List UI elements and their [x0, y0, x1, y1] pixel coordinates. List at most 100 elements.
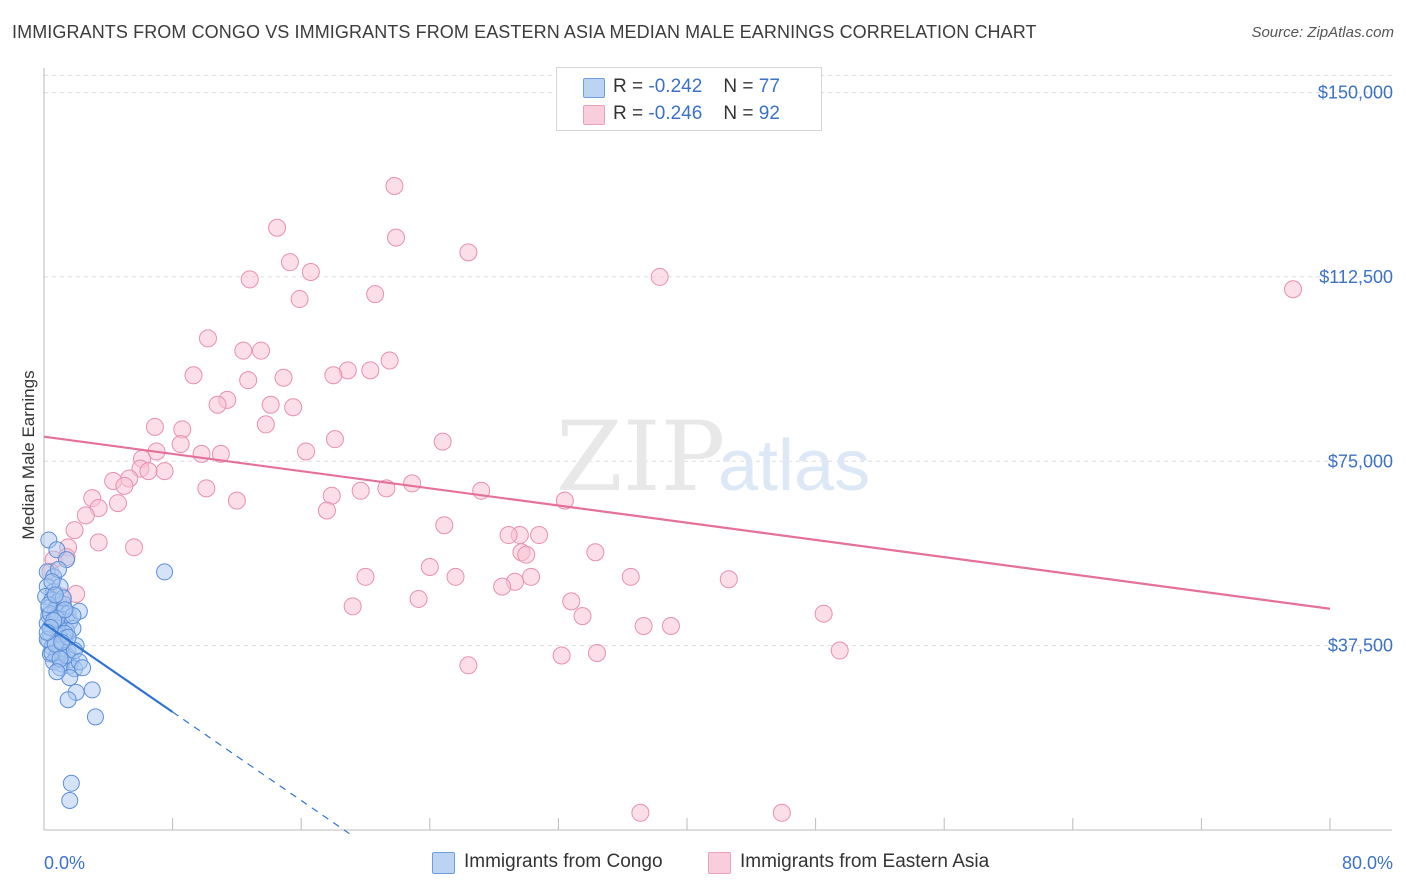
- asia-point: [522, 567, 541, 586]
- asia-point: [280, 253, 299, 272]
- asia-point: [830, 641, 849, 660]
- asia-point: [380, 351, 399, 370]
- y-axis-label: Median Male Earnings: [19, 370, 38, 539]
- asia-point: [409, 589, 428, 608]
- asia-point: [274, 368, 293, 387]
- chart-title: IMMIGRANTS FROM CONGO VS IMMIGRANTS FROM…: [12, 22, 1037, 42]
- congo-point: [74, 659, 92, 677]
- asia-point: [171, 435, 190, 454]
- asia-point: [493, 577, 512, 596]
- trend-lines: [43, 435, 1331, 835]
- congo-point: [56, 601, 74, 619]
- asia-point: [420, 557, 439, 576]
- asia-point: [517, 545, 536, 564]
- asia-point: [361, 361, 380, 380]
- x-tick-label-start: 0.0%: [44, 853, 85, 873]
- watermark-atlas: atlas: [718, 426, 870, 506]
- congo-trend-line: [43, 622, 174, 713]
- asia-r-value: -0.246: [648, 103, 703, 124]
- y-tick-label: $112,500: [1319, 267, 1393, 287]
- asia-point: [234, 341, 253, 360]
- asia-point: [324, 366, 343, 385]
- asia-point: [155, 462, 174, 481]
- asia-point: [211, 444, 230, 463]
- asia-point: [387, 228, 406, 247]
- asia-point: [634, 616, 653, 635]
- asia-point: [459, 656, 478, 675]
- congo-point: [156, 563, 174, 581]
- congo-point: [83, 681, 101, 699]
- n-label: N =: [723, 76, 754, 97]
- asia-point: [433, 432, 452, 451]
- r-label: R =: [613, 76, 644, 97]
- asia-legend-swatch: [708, 852, 731, 874]
- asia-point: [403, 474, 422, 493]
- asia-point: [459, 243, 478, 262]
- r-label: R =: [613, 103, 644, 124]
- asia-point: [446, 567, 465, 586]
- asia-legend-label: Immigrants from Eastern Asia: [740, 851, 990, 872]
- asia-point: [290, 290, 309, 309]
- asia-point: [587, 644, 606, 663]
- asia-point: [301, 263, 320, 282]
- congo-legend-swatch: [432, 852, 455, 874]
- congo-n-value: 77: [758, 76, 780, 97]
- asia-point: [89, 533, 108, 552]
- asia-point: [385, 176, 404, 195]
- watermark-zip: ZIP: [556, 401, 725, 513]
- n-label: N =: [723, 103, 754, 124]
- asia-point: [356, 567, 375, 586]
- asia-point: [814, 604, 833, 623]
- congo-trend-extension: [172, 711, 350, 835]
- axes: [43, 68, 1392, 831]
- congo-point: [86, 708, 104, 726]
- asia-point: [586, 543, 605, 562]
- congo-point: [62, 774, 80, 792]
- asia-point: [125, 538, 144, 557]
- asia-point: [65, 521, 84, 540]
- asia-point: [145, 417, 164, 436]
- gridlines: [44, 74, 1392, 647]
- y-tick-label: $75,000: [1328, 451, 1393, 471]
- asia-point: [297, 442, 316, 461]
- asia-point: [252, 341, 271, 360]
- asia-point: [499, 526, 518, 545]
- asia-point: [530, 526, 549, 545]
- source-label: Source: ZipAtlas.com: [1251, 24, 1394, 41]
- asia-point: [227, 491, 246, 510]
- asia-point: [76, 506, 95, 525]
- asia-point: [184, 366, 203, 385]
- asia-point: [552, 646, 571, 665]
- congo-point: [48, 663, 66, 681]
- x-tick-label-end: 80.0%: [1342, 853, 1393, 873]
- asia-point: [719, 570, 738, 589]
- asia-swatch: [583, 105, 605, 125]
- congo-point: [59, 691, 77, 709]
- y-tick-label: $150,000: [1318, 83, 1393, 103]
- asia-point: [240, 270, 259, 289]
- asia-point: [197, 479, 216, 498]
- asia-point: [351, 481, 370, 500]
- asia-point: [108, 494, 127, 513]
- asia-point: [650, 267, 669, 286]
- asia-point: [661, 616, 680, 635]
- asia-point: [1284, 280, 1303, 299]
- congo-point: [46, 586, 64, 604]
- asia-point: [573, 607, 592, 626]
- asia-point: [198, 329, 217, 348]
- y-tick-label: $37,500: [1328, 636, 1393, 656]
- asia-point: [261, 395, 280, 414]
- asia-point: [772, 803, 791, 822]
- correlation-legend: R = -0.242 N = 77 R = -0.246 N = 92: [556, 67, 822, 131]
- asia-point: [284, 398, 303, 417]
- congo-point: [61, 792, 79, 810]
- asia-point: [435, 516, 454, 535]
- asia-point: [139, 462, 158, 481]
- asia-point: [325, 430, 344, 449]
- congo-legend-label: Immigrants from Congo: [464, 851, 663, 872]
- asia-point: [631, 803, 650, 822]
- asia-point: [256, 415, 275, 434]
- tick-labels: $37,500 $75,000 $112,500 $150,000 0.0% 80.0%: [44, 83, 1393, 873]
- asia-point: [268, 218, 287, 237]
- asia-point: [317, 501, 336, 520]
